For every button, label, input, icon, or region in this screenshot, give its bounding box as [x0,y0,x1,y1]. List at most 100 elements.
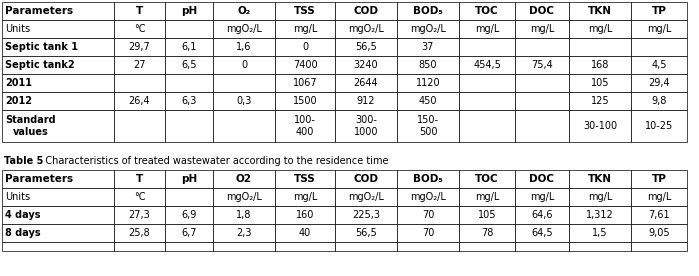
Bar [335,224,397,242]
Text: 9,05: 9,05 [648,228,670,238]
Text: DOC: DOC [530,6,554,16]
Bar [165,20,213,38]
Bar [515,224,569,242]
Bar [569,110,631,142]
Bar [569,224,631,242]
Text: 70: 70 [421,228,434,238]
Text: 6,3: 6,3 [181,96,196,106]
Text: Parameters: Parameters [5,6,73,16]
Bar [459,242,515,251]
Bar [397,20,459,38]
Text: 150-
500: 150- 500 [417,115,439,137]
Text: O₂: O₂ [238,6,251,16]
Text: 1500: 1500 [293,96,317,106]
Bar [631,188,687,206]
Bar [335,2,397,20]
Text: 850: 850 [419,60,438,70]
Text: 9,8: 9,8 [651,96,667,106]
Text: 3240: 3240 [354,60,378,70]
Text: TKN: TKN [588,174,612,184]
Bar [275,110,335,142]
Bar [275,20,335,38]
Text: 40: 40 [299,228,311,238]
Bar [2,2,114,20]
Text: COD: COD [354,174,378,184]
Bar [2,20,114,38]
Bar [2,56,114,74]
Text: 125: 125 [591,96,610,106]
Text: 6,5: 6,5 [181,60,196,70]
Bar [335,206,397,224]
Text: 6,1: 6,1 [181,42,196,52]
Bar [459,170,515,188]
Bar [335,170,397,188]
Bar [213,242,275,251]
Text: Septic tank 1: Septic tank 1 [5,42,78,52]
Text: 168: 168 [591,60,610,70]
Bar [569,170,631,188]
Bar [2,38,114,56]
Text: 25,8: 25,8 [129,228,150,238]
Text: 4,5: 4,5 [651,60,667,70]
Text: 1,6: 1,6 [236,42,252,52]
Bar [631,74,687,92]
Text: 27: 27 [134,60,146,70]
Bar [275,74,335,92]
Bar [2,188,114,206]
Text: 0: 0 [241,60,247,70]
Bar [569,2,631,20]
Bar [275,188,335,206]
Bar [459,110,515,142]
Bar [335,56,397,74]
Bar [397,170,459,188]
Bar [631,242,687,251]
Bar [213,206,275,224]
Bar [515,74,569,92]
Bar [2,110,114,142]
Bar [114,74,165,92]
Bar [335,20,397,38]
Text: mg/L: mg/L [475,192,499,202]
Bar [569,74,631,92]
Text: TP: TP [651,174,666,184]
Bar [165,56,213,74]
Text: Units: Units [5,192,30,202]
Text: TP: TP [651,6,666,16]
Bar [165,2,213,20]
Bar [515,110,569,142]
Bar [213,74,275,92]
Text: TSS: TSS [294,174,316,184]
Bar [515,20,569,38]
Bar [213,110,275,142]
Text: 912: 912 [356,96,375,106]
Text: 2011: 2011 [5,78,32,88]
Text: mg/L: mg/L [588,192,612,202]
Text: 1,8: 1,8 [236,210,252,220]
Bar [2,242,114,251]
Bar [114,56,165,74]
Text: Units: Units [5,24,30,34]
Text: Parameters: Parameters [5,174,73,184]
Bar [397,74,459,92]
Text: DOC: DOC [530,174,554,184]
Text: 29,7: 29,7 [129,42,150,52]
Text: 6,7: 6,7 [181,228,196,238]
Bar [569,206,631,224]
Bar [569,38,631,56]
Text: 450: 450 [419,96,438,106]
Text: 1,5: 1,5 [592,228,607,238]
Bar [459,74,515,92]
Text: mgO₂/L: mgO₂/L [348,24,384,34]
Text: Septic tank2: Septic tank2 [5,60,75,70]
Bar [275,206,335,224]
Bar [165,242,213,251]
Bar [631,110,687,142]
Text: TOC: TOC [475,174,499,184]
Text: 0: 0 [302,42,308,52]
Text: Table 5: Table 5 [4,156,43,166]
Bar [2,74,114,92]
Bar [114,110,165,142]
Bar [335,74,397,92]
Bar [213,2,275,20]
Text: mg/L: mg/L [475,24,499,34]
